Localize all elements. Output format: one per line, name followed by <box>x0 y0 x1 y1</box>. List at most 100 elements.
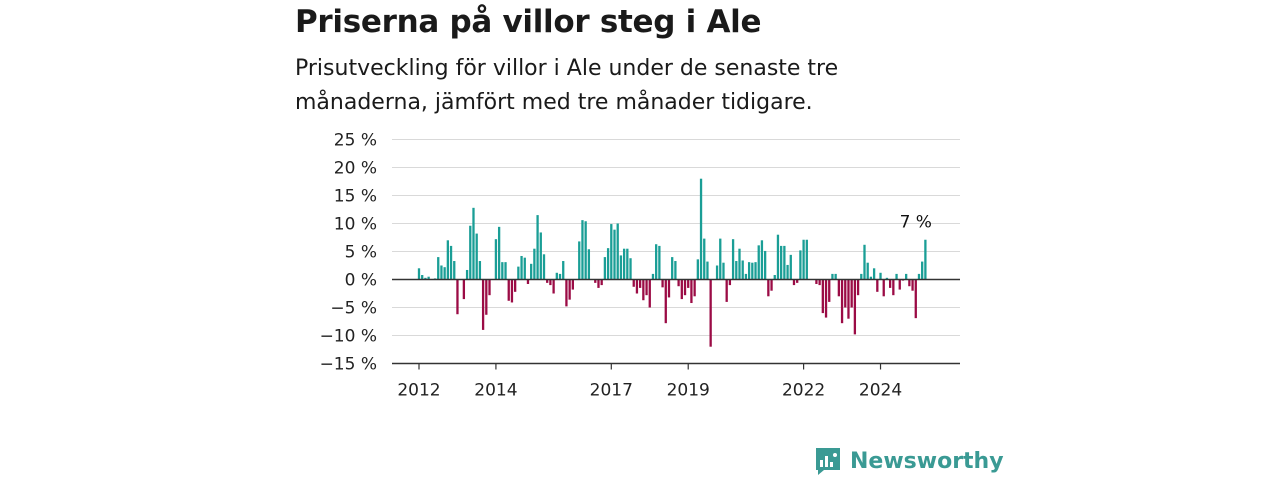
x-tick-label: 2019 <box>667 381 710 401</box>
bar <box>469 225 472 280</box>
bar <box>821 279 824 314</box>
bar <box>571 279 574 290</box>
bar <box>840 279 844 324</box>
bar <box>597 279 600 288</box>
y-axis-ticks: 25 % 20 % 15 % 10 % 5 % 0 % −5 % −10 % −15 % <box>320 131 377 375</box>
bar <box>584 221 587 280</box>
bar <box>872 268 876 280</box>
brand: Newsworthy <box>814 446 1004 476</box>
bar <box>667 279 671 298</box>
bar <box>639 279 642 288</box>
bar <box>703 238 706 280</box>
bar <box>542 254 546 280</box>
bar <box>709 279 712 347</box>
bar <box>443 267 446 280</box>
x-tick-label: 2024 <box>859 381 902 401</box>
bar <box>494 239 498 280</box>
bar <box>568 279 571 300</box>
bar <box>802 239 805 280</box>
bar <box>603 257 607 280</box>
bar <box>629 258 632 280</box>
bar <box>751 262 754 280</box>
y-tick-label: 20 % <box>334 159 377 179</box>
bar <box>456 279 459 315</box>
bar <box>497 226 501 280</box>
bar <box>549 279 552 286</box>
bar <box>565 279 568 307</box>
bar <box>475 233 478 280</box>
bar <box>882 279 885 297</box>
bar <box>683 279 687 296</box>
y-tick-label: 10 % <box>334 215 377 235</box>
bar <box>754 262 757 280</box>
y-tick-label: −10 % <box>320 327 377 347</box>
bar <box>465 269 469 280</box>
bar <box>501 262 504 280</box>
x-tick-label: 2014 <box>474 381 517 401</box>
last-value-label: 7 % <box>900 213 932 233</box>
bar <box>818 279 821 286</box>
bar <box>828 279 831 302</box>
y-tick-label: 25 % <box>334 131 377 151</box>
bar <box>581 220 584 280</box>
bar <box>725 279 728 302</box>
bar <box>417 268 421 280</box>
x-axis-ticks: 2012 2014 2017 2019 2022 2024 <box>397 363 902 401</box>
bar <box>619 255 623 280</box>
bar <box>424 277 427 280</box>
bar <box>421 275 424 280</box>
bar <box>879 272 882 280</box>
bar <box>613 229 616 280</box>
bar <box>760 240 764 280</box>
bar <box>885 277 889 280</box>
bar <box>427 276 430 280</box>
bar <box>626 248 629 280</box>
bar <box>837 279 841 297</box>
bar <box>488 279 491 296</box>
bar <box>520 255 523 280</box>
bar <box>648 279 651 308</box>
bar <box>526 279 530 284</box>
bar <box>622 248 626 280</box>
bar <box>892 279 895 296</box>
bar <box>731 239 735 280</box>
bar <box>671 257 674 280</box>
bar <box>744 273 748 280</box>
bar <box>783 245 786 280</box>
bar <box>847 279 850 319</box>
bar <box>747 262 751 280</box>
bar <box>696 259 699 280</box>
bar <box>449 245 453 280</box>
bar <box>757 245 760 280</box>
bar <box>552 279 555 294</box>
bar <box>908 279 911 287</box>
y-tick-label: −5 % <box>330 299 377 319</box>
bar <box>510 279 514 303</box>
bar <box>562 261 565 280</box>
bar <box>504 262 507 280</box>
bar <box>895 273 898 280</box>
bar <box>539 232 542 280</box>
bars <box>417 178 927 347</box>
x-tick-label: 2017 <box>590 381 633 401</box>
bar <box>530 263 533 280</box>
bar <box>876 279 879 292</box>
bar <box>831 273 834 280</box>
x-tick-label: 2022 <box>782 381 825 401</box>
bar <box>728 279 732 286</box>
bar <box>706 261 709 280</box>
bar <box>478 261 482 280</box>
bar <box>735 261 738 280</box>
bar <box>924 239 927 280</box>
bar <box>796 279 799 283</box>
y-tick-label: −15 % <box>320 355 377 375</box>
bar <box>815 279 818 284</box>
chart-title: Priserna på villor steg i Ale <box>295 4 762 40</box>
y-tick-label: 5 % <box>345 243 377 263</box>
bar <box>699 178 703 280</box>
bar <box>651 273 655 280</box>
bar <box>767 279 770 297</box>
bar <box>719 238 722 280</box>
bar <box>687 279 690 288</box>
